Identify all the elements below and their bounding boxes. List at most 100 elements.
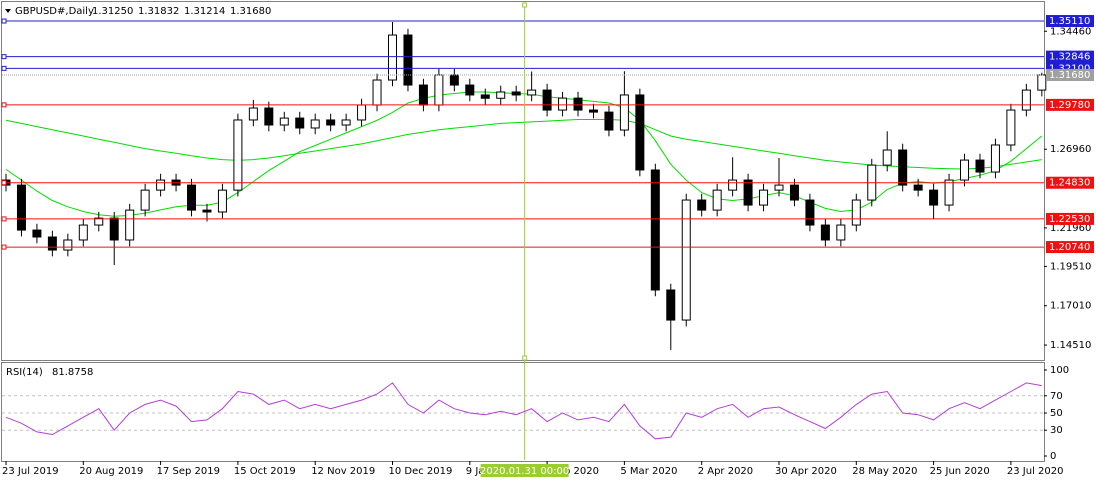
y-tick-label: 1.14510: [1050, 340, 1091, 351]
ohlc-value: 1.31214: [184, 6, 225, 17]
indicator-value: 81.8758: [52, 367, 93, 378]
level-label: 1.24830: [1049, 178, 1090, 189]
crosshair-handle: [522, 2, 528, 8]
candle-body: [851, 199, 861, 226]
level-label: 1.32100: [1049, 63, 1090, 74]
current-price-tag: [1046, 68, 1094, 81]
level-handle: [1, 54, 7, 60]
candle-body: [47, 236, 57, 251]
candle-body: [944, 179, 954, 206]
candle-body: [774, 184, 784, 191]
candle-body: [882, 149, 892, 166]
ohlc-value: 1.31832: [138, 6, 179, 17]
level-label: 1.22530: [1049, 214, 1090, 225]
candle-body: [929, 189, 939, 206]
candle-body: [264, 107, 274, 126]
level-label: 1.32846: [1049, 52, 1090, 63]
candle-body: [542, 89, 552, 111]
y-tick-label: 1.26960: [1050, 144, 1091, 155]
y-tick-label: 50: [1050, 408, 1063, 419]
candle-body: [63, 239, 73, 251]
x-tick-label: 15 Oct 2019: [234, 466, 296, 477]
y-tick-label: 70: [1050, 391, 1063, 402]
candle-body: [496, 91, 506, 99]
candle-body: [202, 209, 212, 213]
x-tick-label: 2 Apr 2020: [698, 466, 753, 477]
candle-body: [403, 34, 413, 86]
candle-body: [125, 209, 135, 241]
level-tag: [1046, 176, 1094, 189]
crosshair-handle: [522, 355, 528, 361]
candle-body: [990, 144, 1000, 173]
candle-body: [558, 97, 568, 111]
ohlc-value: 1.31250: [92, 6, 133, 17]
x-tick-label: 30 Apr 2020: [775, 466, 837, 477]
candle-body: [681, 199, 691, 321]
candle-body: [449, 74, 459, 86]
current-price-label: 1.31680: [1049, 70, 1090, 81]
y-tick-label: 0: [1050, 451, 1056, 462]
level-handle: [1, 216, 7, 222]
candle-body: [357, 104, 367, 121]
candle-body: [94, 217, 104, 226]
candle-body: [1021, 89, 1031, 111]
candle-body: [805, 199, 815, 226]
candle-body: [156, 179, 166, 191]
candle-body: [109, 217, 119, 241]
candle-body: [1006, 109, 1016, 146]
level-label: 1.29780: [1049, 100, 1090, 111]
level-handle: [1, 65, 7, 71]
moving-average: [5, 91, 1043, 217]
candle-body: [604, 111, 614, 131]
candle-body: [434, 74, 444, 106]
candle-body: [789, 184, 799, 201]
candle-body: [836, 224, 846, 241]
candle-body: [279, 117, 289, 126]
candle-body: [32, 229, 42, 238]
y-tick-label: 30: [1050, 425, 1063, 436]
candle-body: [187, 184, 197, 211]
candle-body: [341, 119, 351, 126]
y-tick-label: 1.19510: [1050, 261, 1091, 272]
candle-body: [233, 119, 243, 191]
candle-body: [372, 79, 382, 106]
candle-body: [465, 84, 475, 96]
candle-body: [16, 184, 26, 231]
y-tick-label: 1.17010: [1050, 301, 1091, 312]
level-tag: [1046, 241, 1094, 254]
level-tag: [1046, 62, 1094, 75]
candle-body: [650, 169, 660, 291]
candle-body: [975, 159, 985, 173]
candle-body: [697, 199, 707, 211]
candle-body: [140, 189, 150, 211]
level-tag: [1046, 15, 1094, 28]
candle-body: [418, 84, 428, 106]
candle-body: [295, 117, 305, 129]
candle-body: [588, 109, 598, 113]
level-handle: [1, 244, 7, 250]
y-tick-label: 100: [1050, 365, 1069, 376]
ohlc-value: 1.31680: [230, 6, 271, 17]
x-tick-label: 6 Feb 2020: [543, 466, 599, 477]
candle-body: [743, 179, 753, 206]
indicator-line: [5, 382, 1042, 440]
candle-body: [759, 189, 769, 206]
candle-body: [527, 89, 537, 96]
x-tick-label: 20 Aug 2019: [79, 466, 143, 477]
x-tick-label: 25 Jun 2020: [930, 466, 990, 477]
candle-body: [310, 119, 320, 129]
candle-body: [511, 91, 521, 96]
indicator-title: RSI(14): [6, 367, 43, 378]
candle-body: [913, 184, 923, 191]
candle-body: [480, 94, 490, 99]
candle-body: [666, 289, 676, 321]
x-tick-label: 23 Jul 2020: [1007, 466, 1064, 477]
y-tick-label: 1.21960: [1050, 223, 1091, 234]
crosshair-tag: [480, 464, 569, 477]
candle-body: [619, 94, 629, 131]
candle-body: [326, 119, 336, 126]
candle-body: [217, 189, 227, 213]
level-handle: [1, 18, 7, 24]
candle-body: [78, 224, 88, 241]
